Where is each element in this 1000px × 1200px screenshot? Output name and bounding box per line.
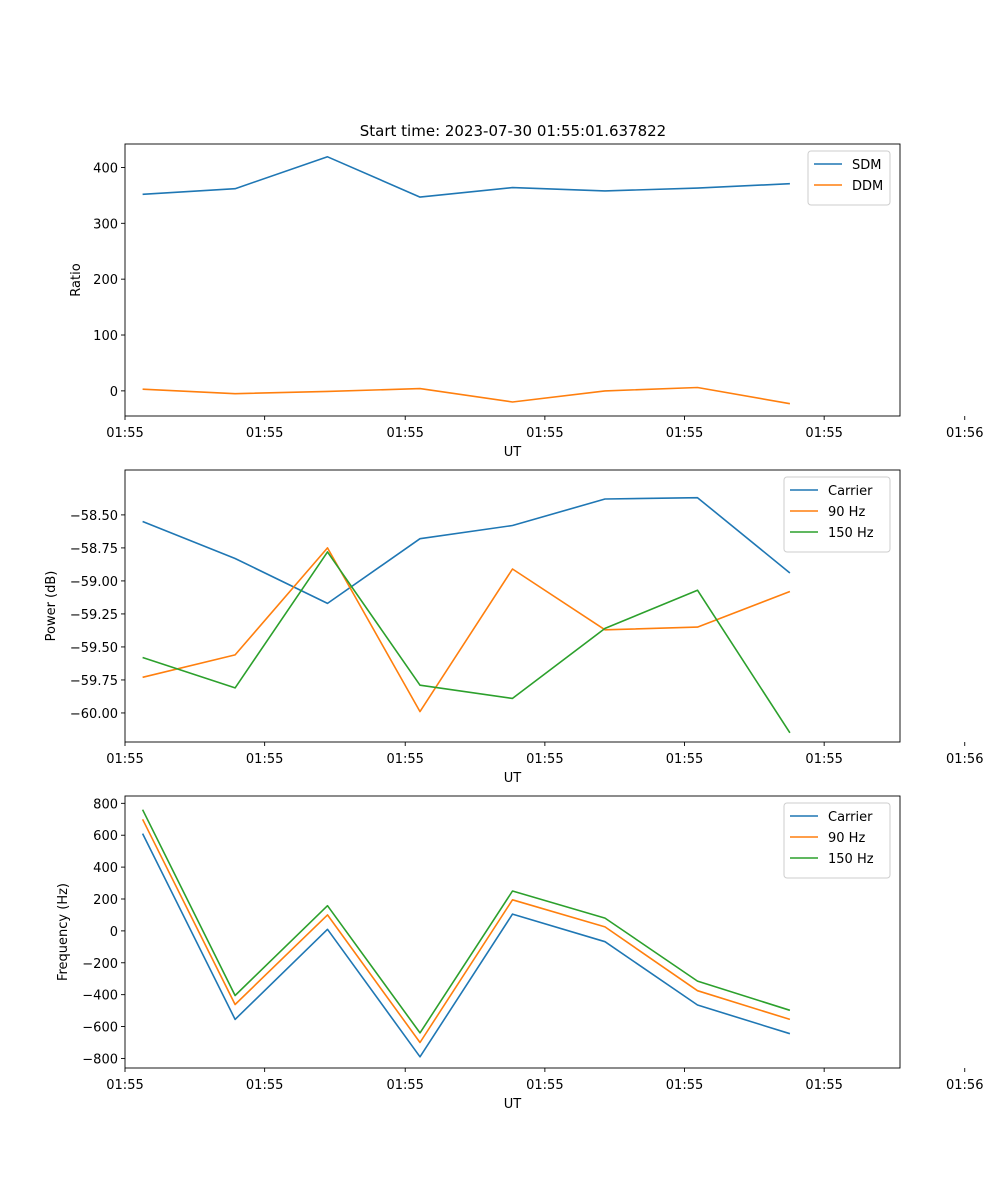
y-tick-label: −59.00 (70, 575, 118, 590)
figure-title: Start time: 2023-07-30 01:55:01.637822 (360, 122, 666, 140)
series-line-sdm (142, 156, 790, 198)
y-tick-label: 0 (110, 385, 118, 400)
x-tick-label: 01:55 (246, 426, 283, 441)
panels: 01:55 01:55 01:55 01:55 01:55 01:55 01:56 0 100 2… (44, 143, 983, 1112)
x-tick-label: 01:55 (246, 1078, 283, 1093)
x-axis-label: UT (504, 445, 522, 460)
series-line-150-hz (142, 551, 791, 734)
x-tick-label: 01:55 (386, 426, 423, 441)
x-tick-label: 01:56 (946, 426, 983, 441)
y-tick-label: 600 (93, 829, 118, 844)
legend-label: SDM (852, 158, 881, 173)
legend-label: 90 Hz (828, 831, 865, 846)
x-axis-label: UT (504, 1097, 522, 1112)
x-tick-label: 01:55 (805, 1078, 842, 1093)
y-tick-label: −400 (82, 989, 118, 1004)
x-tick-label: 01:55 (666, 426, 703, 441)
y-tick-label: 200 (93, 893, 118, 908)
x-tick-label: 01:55 (246, 752, 283, 767)
x-tick-label: 01:55 (526, 426, 563, 441)
x-tick-label: 01:55 (386, 1078, 423, 1093)
x-tick-label: 01:55 (106, 752, 143, 767)
y-tick-label: −600 (82, 1021, 118, 1036)
y-tick-label: 300 (93, 217, 118, 232)
y-axis-label: Ratio (69, 263, 84, 296)
x-tick-label: 01:55 (386, 752, 423, 767)
y-tick-label: −800 (82, 1052, 118, 1067)
chart-panel-1: 01:55 01:55 01:55 01:55 01:55 01:55 01:56 0 100 2… (69, 143, 983, 460)
legend-label: 150 Hz (828, 526, 874, 541)
y-tick-label: −200 (82, 957, 118, 972)
x-tick-label: 01:55 (666, 752, 703, 767)
series-line-ddm (142, 386, 791, 405)
legend-label: Carrier (828, 484, 873, 499)
x-tick-label: 01:55 (106, 426, 143, 441)
x-tick-label: 01:55 (666, 1078, 703, 1093)
legend-label: 150 Hz (828, 852, 874, 867)
y-tick-label: −60.00 (70, 707, 118, 722)
axes-frame (124, 795, 901, 1069)
x-axis-label: UT (504, 771, 522, 786)
chart-panel-2: 01:55 01:55 01:55 01:55 01:55 01:55 01:56 −60.0… (44, 469, 983, 786)
axes-frame (124, 143, 901, 417)
x-tick-label: 01:55 (526, 1078, 563, 1093)
y-tick-label: 0 (110, 925, 118, 940)
chart-panel-3: 01:55 01:55 01:55 01:55 01:55 01:55 01:56 −800 −… (56, 795, 983, 1112)
series-line-150-hz (141, 809, 791, 1034)
x-tick-label: 01:55 (805, 426, 842, 441)
y-tick-label: 400 (93, 861, 118, 876)
x-tick-label: 01:56 (946, 1078, 983, 1093)
x-tick-label: 01:55 (106, 1078, 143, 1093)
y-tick-label: −58.75 (70, 542, 118, 557)
series-line-carrier (141, 833, 791, 1058)
series-line-90-hz (142, 547, 791, 713)
y-tick-label: 200 (93, 273, 118, 288)
x-tick-label: 01:56 (946, 752, 983, 767)
y-tick-label: 100 (93, 329, 118, 344)
legend-label: 90 Hz (828, 505, 865, 520)
legend-label: Carrier (828, 810, 873, 825)
y-tick-label: 800 (93, 797, 118, 812)
x-tick-label: 01:55 (526, 752, 563, 767)
series-line-90-hz (141, 818, 791, 1044)
legend-box (783, 802, 891, 879)
y-tick-label: −59.25 (70, 608, 118, 623)
axes-frame (124, 469, 901, 743)
y-tick-label: 400 (93, 161, 118, 176)
y-tick-label: −58.50 (70, 509, 118, 524)
y-tick-label: −59.75 (70, 674, 118, 689)
y-axis-label: Frequency (Hz) (56, 883, 71, 981)
y-axis-label: Power (dB) (44, 571, 59, 642)
legend-box (783, 476, 891, 553)
x-tick-label: 01:55 (805, 752, 842, 767)
y-tick-label: −59.50 (70, 641, 118, 656)
legend-label: DDM (852, 179, 883, 194)
series-line-carrier (142, 496, 791, 605)
